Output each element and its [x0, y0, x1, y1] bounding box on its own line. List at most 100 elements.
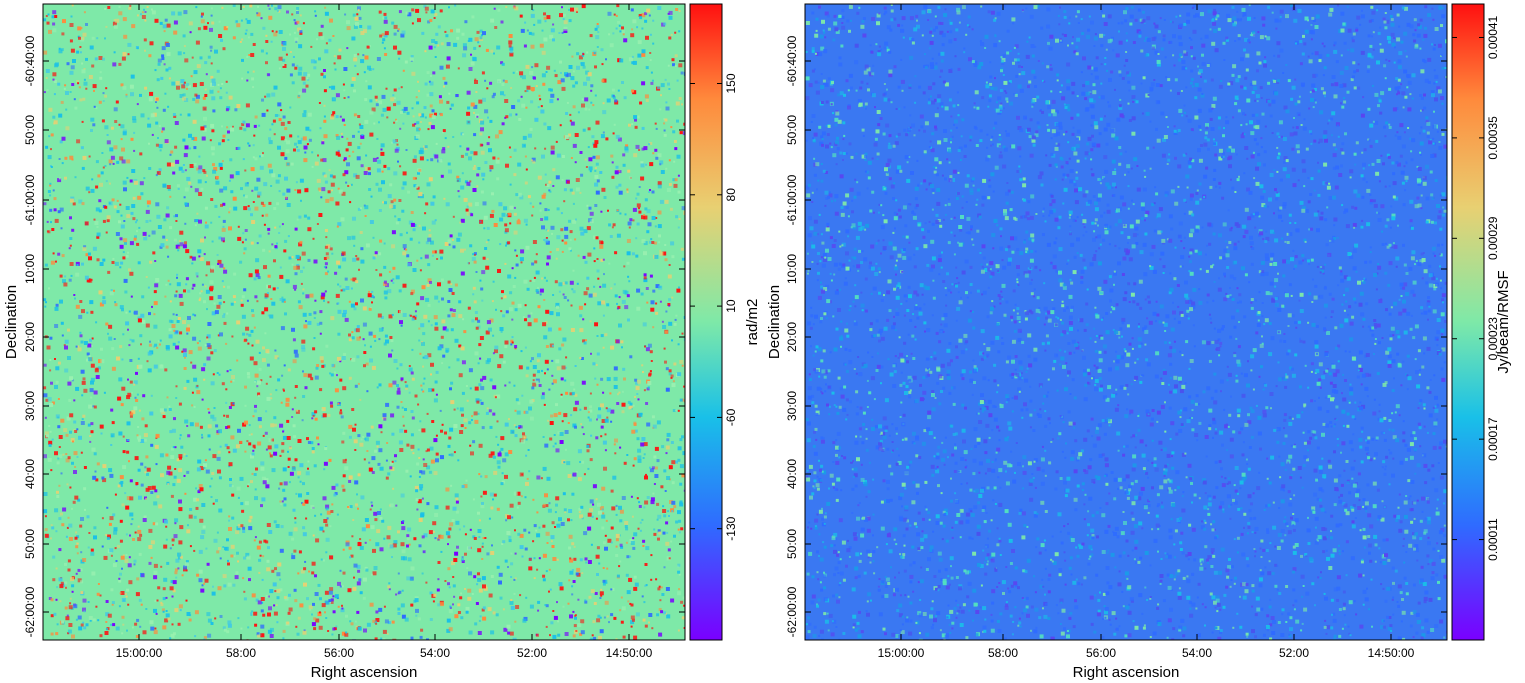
map-pixel [260, 17, 263, 20]
map-pixel [674, 54, 678, 58]
map-pixel [658, 234, 661, 238]
map-pixel [353, 89, 356, 93]
map-pixel [174, 294, 178, 298]
map-pixel [247, 375, 251, 379]
map-pixel [155, 101, 157, 103]
map-pixel [266, 93, 271, 98]
map-pixel [206, 336, 209, 339]
map-pixel [601, 508, 604, 511]
map-pixel [98, 359, 102, 364]
map-pixel [400, 493, 405, 498]
map-pixel [256, 12, 259, 15]
map-pixel [354, 480, 359, 485]
map-pixel [408, 314, 411, 317]
map-pixel [271, 247, 274, 249]
map-pixel [43, 386, 47, 390]
map-pixel [115, 100, 119, 104]
map-pixel [86, 352, 90, 356]
map-pixel [550, 535, 555, 540]
map-pixel [154, 18, 159, 23]
map-pixel [53, 197, 57, 201]
map-pixel [419, 269, 422, 272]
map-pixel [130, 211, 134, 215]
map-pixel [148, 528, 153, 533]
map-pixel [505, 163, 509, 168]
map-pixel [320, 295, 325, 300]
map-pixel [209, 485, 212, 488]
map-pixel [196, 467, 201, 472]
map-pixel [94, 221, 99, 225]
map-pixel [473, 46, 477, 50]
map-pixel [430, 324, 433, 327]
map-pixel [449, 107, 452, 110]
map-pixel [164, 92, 167, 95]
map-pixel [356, 257, 360, 261]
map-pixel [161, 130, 164, 133]
map-pixel [448, 436, 452, 440]
map-pixel [412, 115, 415, 118]
map-pixel [316, 223, 319, 225]
map-pixel [511, 318, 514, 321]
map-pixel [202, 525, 206, 529]
map-pixel [435, 32, 439, 36]
map-pixel [388, 582, 391, 585]
map-pixel [525, 410, 529, 414]
map-pixel [657, 153, 662, 158]
map-pixel [375, 542, 380, 547]
map-pixel [321, 407, 326, 412]
map-pixel [427, 20, 431, 24]
map-pixel [232, 379, 235, 382]
map-pixel [337, 55, 342, 60]
map-pixel [598, 635, 602, 640]
map-pixel [117, 484, 121, 488]
map-pixel [154, 69, 157, 72]
map-pixel [402, 313, 407, 317]
map-pixel [394, 215, 397, 218]
map-pixel [292, 359, 297, 364]
map-pixel [472, 293, 475, 296]
map-pixel [93, 218, 96, 221]
map-pixel [303, 145, 308, 150]
map-pixel [497, 269, 501, 273]
map-pixel [179, 94, 184, 98]
map-pixel [257, 441, 262, 446]
map-pixel [579, 328, 584, 333]
map-pixel [508, 212, 512, 216]
map-pixel [461, 172, 464, 175]
map-pixel [112, 623, 116, 627]
map-pixel [587, 252, 592, 257]
map-pixel [597, 31, 600, 34]
map-pixel [480, 386, 485, 391]
map-pixel [165, 43, 170, 47]
map-pixel [253, 134, 256, 137]
map-pixel [557, 633, 561, 637]
map-pixel [61, 32, 65, 36]
map-pixel [68, 623, 73, 627]
map-pixel [76, 456, 79, 458]
map-pixel [128, 580, 133, 585]
map-pixel [568, 247, 572, 251]
map-pixel [360, 134, 365, 139]
map-pixel [169, 586, 174, 591]
map-pixel [474, 78, 477, 81]
map-pixel [242, 530, 246, 533]
map-pixel [677, 190, 681, 194]
map-pixel [337, 605, 340, 608]
map-pixel [185, 455, 188, 457]
map-pixel [258, 633, 262, 636]
map-pixel [185, 283, 188, 286]
map-pixel [205, 221, 207, 224]
map-pixel [588, 595, 592, 599]
map-pixel [274, 590, 277, 593]
map-pixel [577, 111, 580, 114]
map-pixel [77, 347, 82, 352]
map-pixel [321, 603, 326, 608]
map-pixel [606, 567, 609, 570]
map-pixel [618, 170, 622, 174]
map-pixel [205, 274, 208, 277]
map-pixel [504, 80, 508, 84]
map-pixel [378, 421, 381, 424]
map-pixel [556, 207, 560, 211]
map-pixel [327, 301, 330, 304]
map-pixel [165, 345, 170, 350]
